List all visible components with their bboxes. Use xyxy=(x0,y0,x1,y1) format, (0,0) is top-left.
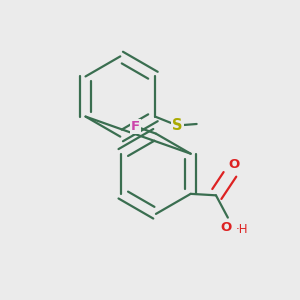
Text: F: F xyxy=(130,120,140,133)
Text: ·H: ·H xyxy=(235,223,248,236)
Text: O: O xyxy=(221,220,232,234)
Text: O: O xyxy=(228,158,239,171)
Text: S: S xyxy=(172,118,183,133)
